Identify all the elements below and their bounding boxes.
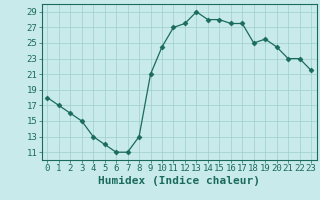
X-axis label: Humidex (Indice chaleur): Humidex (Indice chaleur)	[98, 176, 260, 186]
